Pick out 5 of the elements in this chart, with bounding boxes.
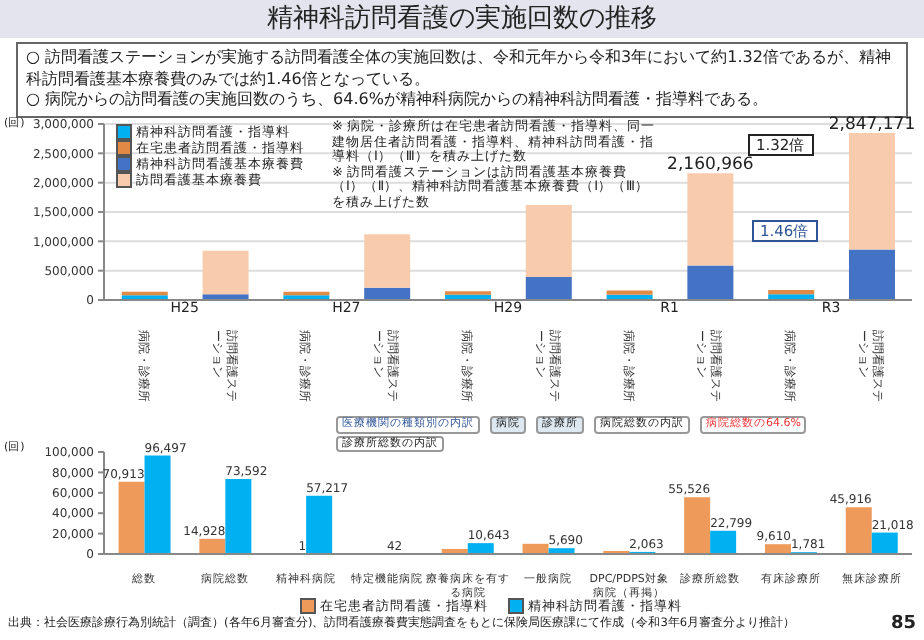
- chart-subtitle: ○ 訪問看護ステーションが実施する訪問看護全体の実施回数は、令和元年から令和3年において約1.32倍であるが、精神科訪問看護基本療養費のみでは約1.46倍となっている。 ○ 病院からの訪問看護の実施回数のうち、64.6%が精神科病院からの精神科訪問看護・指導料である。: [16, 42, 908, 118]
- total-label: 2,160,966: [667, 155, 754, 176]
- chart-title: 精神科訪問看護の実施回数の推移: [0, 0, 924, 38]
- text: 85: [890, 614, 916, 634]
- total-label: 2,847,171: [828, 114, 916, 135]
